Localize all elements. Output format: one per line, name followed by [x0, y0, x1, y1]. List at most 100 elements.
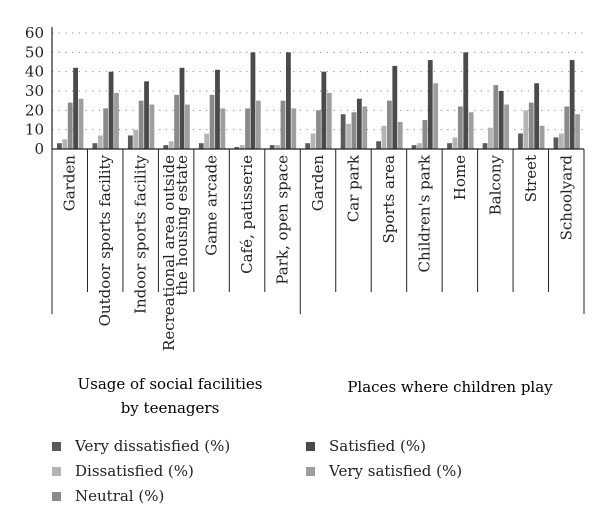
x-tick-label: Park, open space: [274, 155, 292, 285]
bar: [523, 110, 529, 149]
x-tick-label: Schoolyard: [557, 155, 575, 241]
bar: [433, 83, 439, 149]
bar: [558, 133, 564, 149]
bar: [62, 139, 68, 149]
legend-label: Satisfied (%): [329, 437, 426, 455]
bar: [528, 102, 534, 149]
group-label-teenagers: Usage of social facilities by teenagers: [40, 372, 300, 420]
bar: [351, 112, 357, 149]
x-tick-label: Garden: [61, 155, 79, 212]
legend-swatch: [52, 491, 61, 501]
bar: [575, 114, 580, 149]
legend-item-dissatisfied: Dissatisfied (%): [52, 462, 194, 480]
bar: [498, 91, 504, 149]
bar: [518, 133, 523, 149]
bar: [286, 52, 291, 150]
bar: [234, 147, 240, 149]
y-tick-label: 40: [25, 63, 44, 81]
x-tick-label: Home: [451, 155, 469, 200]
bar: [493, 85, 499, 149]
bar: [138, 100, 144, 149]
bar: [163, 145, 169, 149]
group-label-teenagers-line-2: by teenagers: [120, 399, 220, 417]
bar: [504, 104, 509, 149]
y-tick-label: 10: [25, 121, 44, 139]
bar: [215, 69, 220, 149]
group-label-children: Places where children play: [320, 375, 580, 399]
bar: [280, 100, 286, 149]
bar: [57, 143, 62, 149]
bar: [422, 120, 428, 149]
x-tick-label: Sports area: [380, 155, 398, 244]
x-tick-label: Outdoor sports facility: [96, 154, 114, 326]
bar: [78, 98, 84, 149]
bar: [204, 133, 210, 149]
legend-label: Very satisfied (%): [329, 462, 463, 480]
legend-label: Very dissatisfied (%): [75, 437, 231, 455]
x-tick-label: Street: [522, 155, 540, 202]
legend-swatch: [52, 441, 61, 451]
bar: [97, 135, 103, 149]
bar: [67, 102, 73, 149]
bar: [482, 143, 488, 149]
y-tick-label: 60: [25, 24, 44, 42]
bar: [447, 143, 452, 149]
bar: [427, 60, 433, 149]
bar: [149, 104, 155, 149]
y-tick-label: 0: [34, 140, 44, 158]
x-tick-label: Café, patisserie: [238, 155, 256, 274]
bar: [114, 92, 119, 149]
bar: [468, 112, 474, 149]
bar: [179, 67, 185, 149]
bar: [569, 60, 575, 149]
bar: [127, 135, 133, 149]
x-tick-label: Game arcade: [203, 155, 221, 256]
bar: [185, 104, 190, 149]
bar: [397, 121, 403, 149]
legend-swatch: [306, 466, 315, 476]
bar: [411, 145, 417, 149]
bar: [144, 81, 149, 149]
legend-swatch: [52, 466, 61, 476]
bar: [73, 67, 78, 149]
bar: [553, 137, 559, 149]
bar: [174, 94, 179, 149]
bar: [362, 106, 368, 149]
bar: [245, 108, 250, 149]
bar: [255, 100, 261, 149]
bar: [108, 71, 114, 149]
y-tick-label: 20: [25, 101, 44, 119]
legend-label: Neutral (%): [75, 487, 165, 505]
bar: [310, 133, 316, 149]
bar: [340, 114, 346, 149]
bar: [346, 123, 351, 149]
bar: [209, 94, 215, 149]
bar: [250, 52, 256, 150]
bar: [316, 110, 321, 149]
bar: [326, 92, 332, 149]
bar: [417, 143, 422, 149]
bars: [57, 52, 580, 150]
bar: [564, 106, 570, 149]
bar: [305, 143, 311, 149]
bar: [103, 108, 109, 149]
group-label-children-line-1: Places where children play: [347, 378, 553, 396]
y-tick-label: 30: [25, 82, 44, 100]
bar: [275, 145, 280, 149]
bar: [291, 108, 297, 149]
bar: [239, 145, 245, 149]
bar: [488, 127, 493, 149]
x-tick-label: Indoor sports facility: [132, 154, 150, 313]
x-tick-label: Car park: [344, 154, 362, 222]
bar: [534, 83, 540, 149]
bar: [92, 143, 98, 149]
legend-item-very-satisfied: Very satisfied (%): [306, 462, 462, 480]
x-tick-label: Balcony: [486, 154, 504, 215]
x-tick-label: the housing estate: [173, 155, 191, 296]
bar: [392, 65, 398, 149]
bar: [356, 98, 362, 149]
legend-label: Dissatisfied (%): [75, 462, 194, 480]
bar: [321, 71, 327, 149]
bar: [269, 145, 275, 149]
